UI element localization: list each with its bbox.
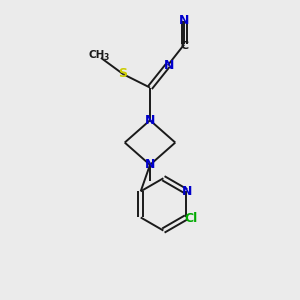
Text: 3: 3 (104, 53, 109, 62)
Text: N: N (145, 158, 155, 171)
Text: N: N (179, 14, 189, 27)
Text: N: N (164, 59, 175, 72)
Text: N: N (182, 185, 192, 198)
Text: N: N (145, 114, 155, 127)
Text: CH: CH (88, 50, 105, 61)
Text: S: S (118, 67, 127, 80)
Text: Cl: Cl (185, 212, 198, 226)
Text: C: C (180, 41, 188, 51)
